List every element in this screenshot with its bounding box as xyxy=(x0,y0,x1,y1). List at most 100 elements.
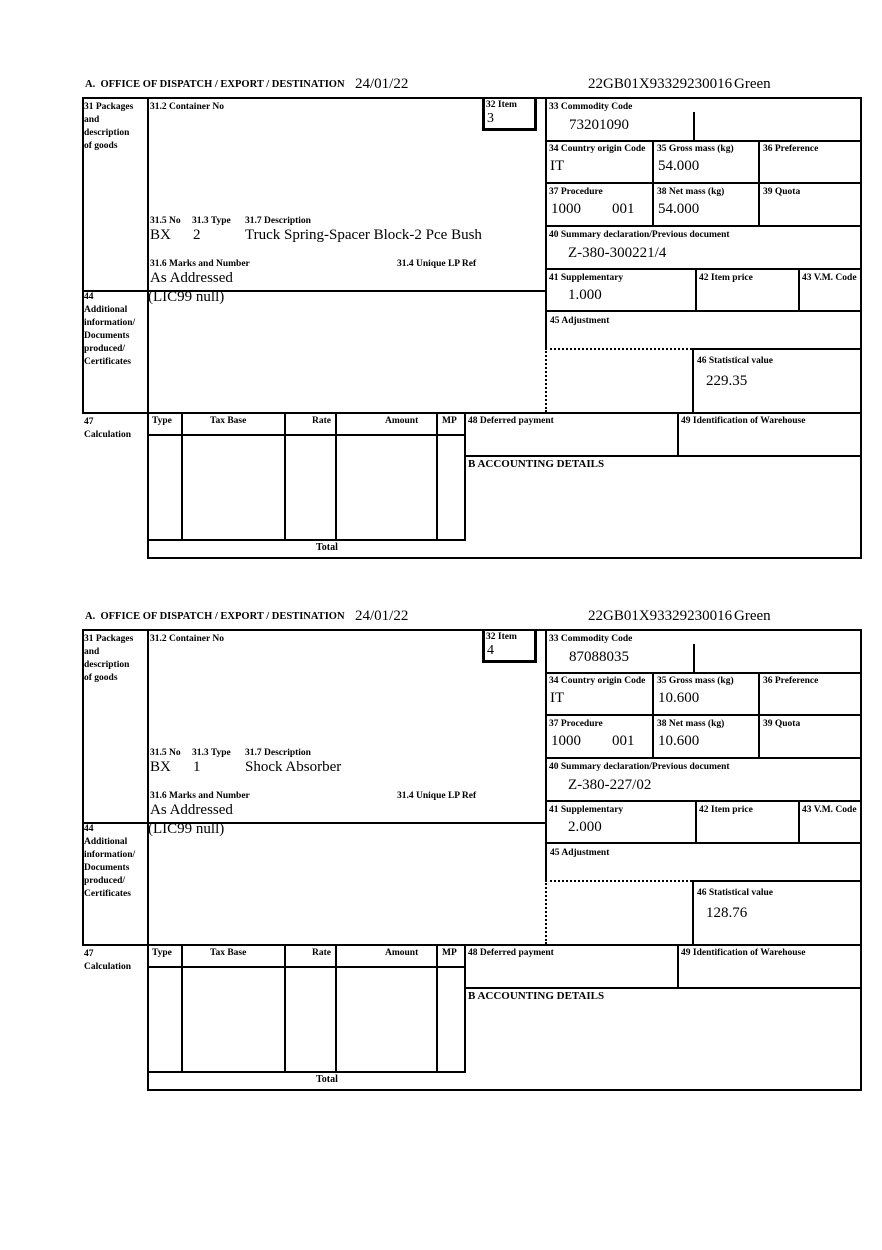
total-label: Total xyxy=(316,1074,338,1085)
procedure-code-value: 1000 xyxy=(551,733,581,749)
container-no-label: 31.2 Container No xyxy=(150,634,224,644)
box47-label-line: 47 xyxy=(84,417,94,427)
container-no-label: 31.2 Container No xyxy=(150,102,224,112)
declaration-item-form-1: A. OFFICE OF DISPATCH / EXPORT / DESTINA… xyxy=(80,76,864,562)
procedure-code-value: 1000 xyxy=(551,201,581,217)
grid-line xyxy=(82,412,862,414)
grid-line xyxy=(147,434,466,436)
adjustment-label: 45 Adjustment xyxy=(550,316,610,326)
vm-code-label: 43 V.M. Code xyxy=(802,805,857,815)
preference-label: 36 Preference xyxy=(763,676,819,686)
country-origin-value: IT xyxy=(550,158,565,174)
grid-line xyxy=(545,140,862,142)
box44-label-line: information/ xyxy=(84,850,136,860)
grid-line xyxy=(860,629,862,1091)
box44-label: 44 Additional information/ Documents pro… xyxy=(84,823,135,901)
goods-description-value: Shock Absorber xyxy=(245,759,342,775)
supplementary-value: 1.000 xyxy=(568,287,602,303)
country-origin-label: 34 Country origin Code xyxy=(549,676,646,686)
declaration-date: 24/01/22 xyxy=(355,608,409,624)
procedure-code2-value: 001 xyxy=(612,201,635,217)
box31-label-line: of goods xyxy=(84,141,118,151)
grid-line xyxy=(545,757,862,759)
item-number-box xyxy=(482,629,537,663)
grid-line xyxy=(545,800,862,802)
marks-label: 31.6 Marks and Number xyxy=(150,791,250,801)
gross-mass-label: 35 Gross mass (kg) xyxy=(657,144,734,154)
grid-line xyxy=(464,455,862,457)
grid-line xyxy=(545,182,862,184)
box44-label-line: Certificates xyxy=(84,889,131,899)
box47-label: 47 Calculation xyxy=(84,948,131,974)
grid-line xyxy=(545,97,547,348)
vm-code-label: 43 V.M. Code xyxy=(802,273,857,283)
quota-label: 39 Quota xyxy=(763,719,801,729)
procedure-label: 37 Procedure xyxy=(549,187,603,197)
grid-line xyxy=(860,97,862,559)
section-a-title: A. OFFICE OF DISPATCH / EXPORT / DESTINA… xyxy=(85,79,345,90)
grid-line xyxy=(82,629,862,631)
box44-label-line: Additional xyxy=(84,305,128,315)
box44-label-line: Documents xyxy=(84,863,130,873)
box44-label-line: produced/ xyxy=(84,876,126,886)
dotted-divider xyxy=(545,348,547,412)
commodity-code-subdivider xyxy=(693,112,695,140)
unique-lp-ref-label: 31.4 Unique LP Ref xyxy=(397,259,477,269)
item-label: 32 Item xyxy=(486,100,517,110)
grid-line xyxy=(147,539,466,541)
package-no-label: 31.5 No xyxy=(150,748,181,758)
box47-label-line: Calculation xyxy=(84,962,131,972)
calc-header-mp: MP xyxy=(442,416,457,426)
section-a-title: A. OFFICE OF DISPATCH / EXPORT / DESTINA… xyxy=(85,611,345,622)
additional-info-value: (LIC99 null) xyxy=(148,821,225,837)
grid-line xyxy=(147,97,149,557)
warehouse-id-label: 49 Identification of Warehouse xyxy=(681,948,806,958)
grid-line xyxy=(692,348,694,412)
grid-line xyxy=(545,225,862,227)
mrn-value: 22GB01X93329230016 xyxy=(588,76,733,92)
grid-line xyxy=(284,412,286,539)
mrn-value: 22GB01X93329230016 xyxy=(588,608,733,624)
grid-line xyxy=(82,97,862,99)
grid-line xyxy=(147,557,862,559)
country-origin-value: IT xyxy=(550,690,565,706)
box44-label-line: 44 xyxy=(84,292,94,302)
package-type-label: 31.3 Type xyxy=(192,216,231,226)
deferred-payment-label: 48 Deferred payment xyxy=(468,948,554,958)
supplementary-label: 41 Supplementary xyxy=(549,273,624,283)
grid-line xyxy=(798,268,800,310)
statistical-value: 128.76 xyxy=(706,905,748,921)
box44-label-line: produced/ xyxy=(84,344,126,354)
grid-line xyxy=(82,629,84,944)
dotted-divider xyxy=(545,348,692,350)
grid-line xyxy=(652,672,654,757)
grid-line xyxy=(147,1089,862,1091)
commodity-code-value: 73201090 xyxy=(569,117,629,133)
net-mass-label: 38 Net mass (kg) xyxy=(657,719,725,729)
box44-label-line: 44 xyxy=(84,824,94,834)
procedure-label: 37 Procedure xyxy=(549,719,603,729)
grid-line xyxy=(335,944,337,1071)
item-number-box xyxy=(482,97,537,131)
gross-mass-value: 10.600 xyxy=(658,690,700,706)
calc-header-rate: Rate xyxy=(312,948,331,958)
grid-line xyxy=(692,880,694,944)
country-origin-label: 34 Country origin Code xyxy=(549,144,646,154)
box31-label-line: description xyxy=(84,660,130,670)
deferred-payment-label: 48 Deferred payment xyxy=(468,416,554,426)
box31-label: 31 Packages and description of goods xyxy=(84,633,133,685)
box47-label-line: Calculation xyxy=(84,430,131,440)
grid-line xyxy=(758,140,760,225)
calc-header-tax-base: Tax Base xyxy=(210,416,247,426)
statistical-value-label: 46 Statistical value xyxy=(697,888,773,898)
box44-label-line: Certificates xyxy=(84,357,131,367)
box44-label-line: information/ xyxy=(84,318,136,328)
item-number-value: 3 xyxy=(487,111,494,126)
grid-line xyxy=(464,944,466,1071)
grid-line xyxy=(82,944,862,946)
grid-line xyxy=(284,944,286,1071)
accounting-details-label: B ACCOUNTING DETAILS xyxy=(468,458,605,470)
calc-header-type: Type xyxy=(152,948,172,958)
declaration-item-form-2: A. OFFICE OF DISPATCH / EXPORT / DESTINA… xyxy=(80,608,864,1094)
net-mass-value: 10.600 xyxy=(658,733,700,749)
